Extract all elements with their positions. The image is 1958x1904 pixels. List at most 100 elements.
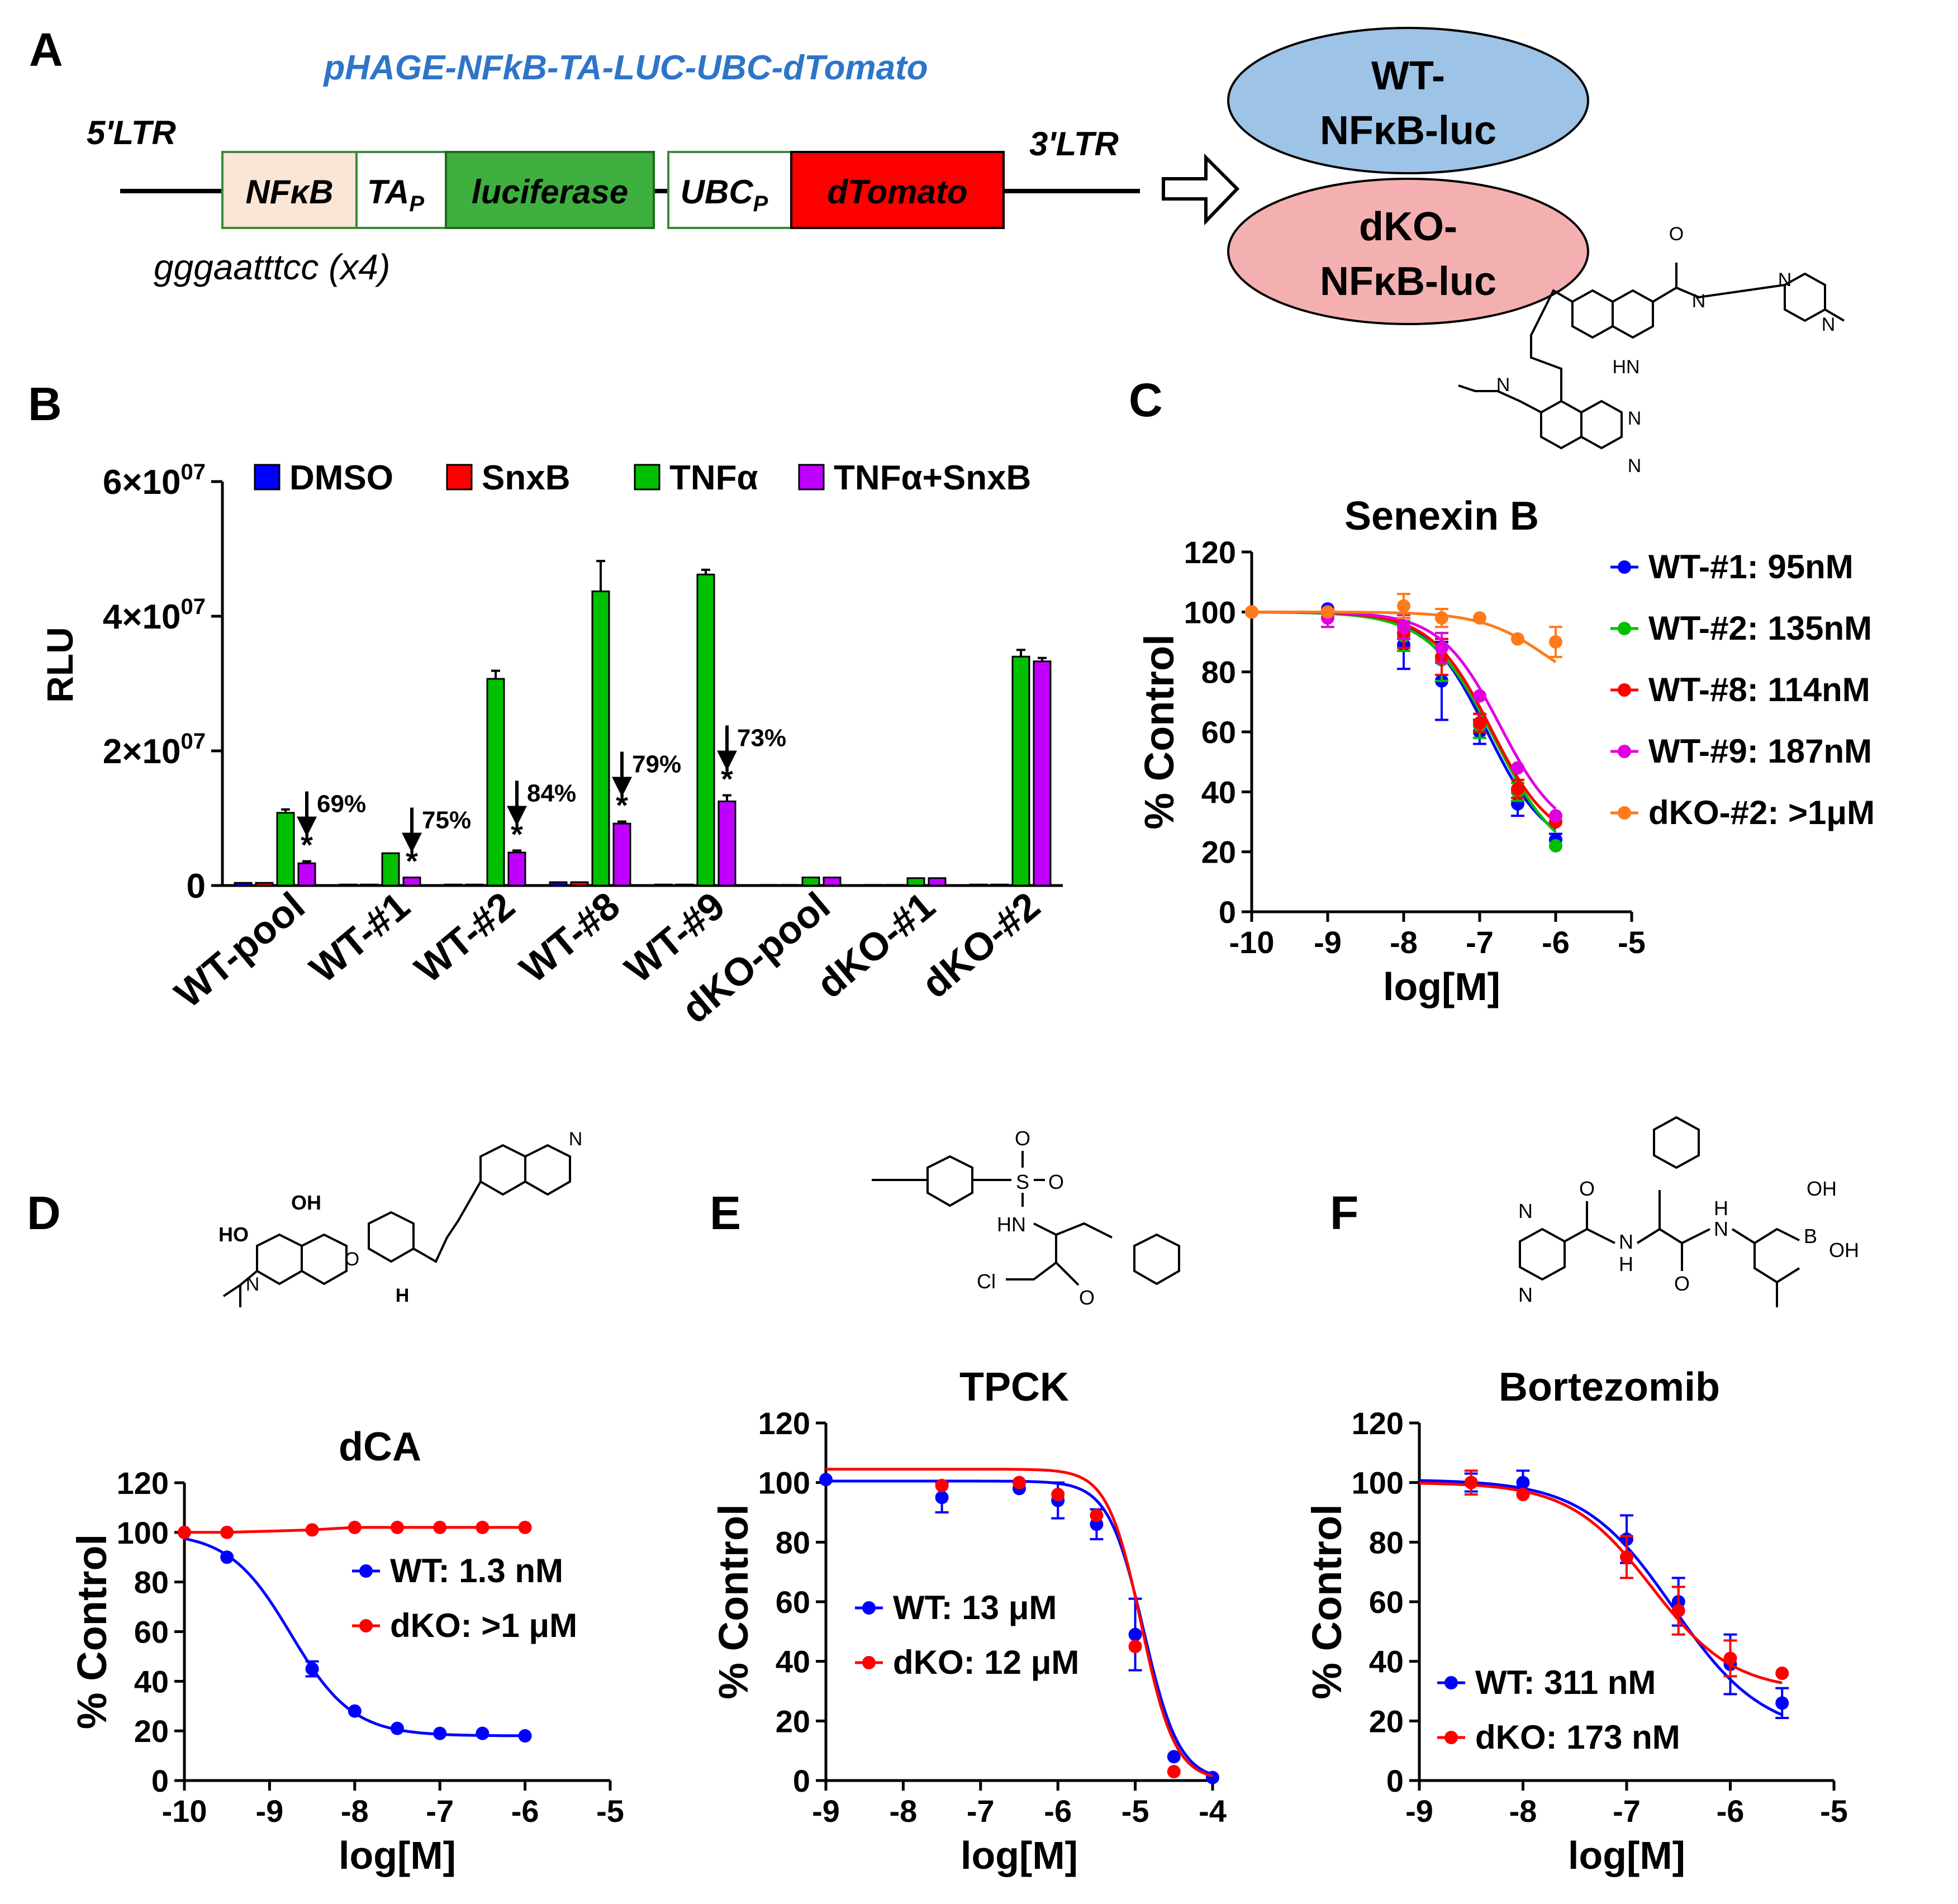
cc-legend-label: dKO-#2: >1μM [1648,794,1875,831]
cc-ytick-label: 40 [1201,774,1236,810]
cc-legend-marker [1618,745,1631,758]
ce-data-point [935,1479,949,1492]
dko-cell-ellipse [1227,178,1589,325]
b-bar [444,883,463,887]
cd-legend-marker [359,1619,373,1632]
ce-xtick-label: -9 [812,1793,840,1829]
cc-xtick-label: -6 [1542,925,1570,960]
b-bar [885,884,904,887]
cd-data-point [348,1704,362,1718]
cd-xtick-label: -7 [426,1793,454,1829]
repeat-seq: gggaatttcc (x4) [154,247,390,287]
struct-f-h2: H [1714,1197,1728,1220]
cf-legend-marker [1444,1731,1458,1744]
cc-data-point [1435,611,1448,625]
b-category-label: WT-#2 [407,884,523,991]
cd-data-point [476,1520,490,1534]
ce-data-point [935,1491,949,1505]
b-ytick-label: 4×1007 [103,594,206,636]
cf-legend-marker [1444,1676,1458,1689]
cc-data-point [1397,620,1410,634]
wt-cell-ellipse [1227,27,1589,174]
b-bar [402,877,421,887]
struct-e-s: S [1016,1170,1029,1193]
struct-c-n2: N [1778,269,1792,291]
cf-ytick-label: 60 [1369,1584,1404,1620]
ce-legend-marker [862,1601,876,1615]
b-pct-label: 75% [422,807,471,834]
cf-ytick-label: 100 [1352,1465,1404,1501]
struct-d-n: N [246,1274,260,1295]
b-bar [1011,655,1030,887]
panel-b: B 02×10074×10076×1007RLUWT-pool*69%WT-#1… [28,378,1063,1031]
b-y-axis-label: RLU [39,627,80,703]
b-star-label: * [511,816,523,851]
panel-d: D OH HO O H N N 0 20 40 60 80 100 120 -10 -9 -8 -7… [27,1129,624,1877]
cd-data-point [305,1523,319,1537]
struct-e-hn: HN [997,1213,1026,1236]
b-legend-label: SnxB [482,459,570,497]
ce-legend-label: WT: 13 μM [893,1589,1057,1626]
ce-xtick-label: -6 [1044,1793,1072,1829]
b-bar [823,877,842,887]
b-bar [928,877,947,887]
b-ytick-label: 0 [187,867,206,906]
cd-curve [184,1526,525,1534]
struct-f-o2: O [1674,1272,1690,1295]
cd-ytick-label: 40 [134,1664,169,1699]
cc-data-point [1473,611,1486,625]
b-bar [297,862,316,887]
nfkb-label: NFκB [245,173,333,211]
cd-data-point [305,1662,319,1676]
b-star-label: * [406,844,418,879]
cd-data-point [348,1520,362,1534]
b-bar [234,882,253,887]
b-bar [360,883,379,887]
b-ytick-label: 6×1007 [103,460,206,502]
panel-e: E O S O HN Cl O 0 20 40 60 80 100 120 -9 -8 -7 -6 -… [710,1127,1227,1877]
panel-c: C O N N N HN N N N 0 20 40 60 80 100 120 -10 -9 -… [1129,223,1875,1008]
cf-legend-label: dKO: 173 nM [1475,1719,1680,1756]
cc-data-point [1245,605,1258,619]
b-bar [675,883,694,887]
struct-f-b: B [1804,1225,1817,1248]
ce-data-point [1167,1765,1181,1778]
ce-ytick-label: 80 [776,1525,810,1560]
cd-data-point [518,1520,532,1534]
ce-ytick-label: 100 [758,1465,810,1501]
struct-e-cl: Cl [977,1270,996,1293]
cd-xtick-label: -10 [162,1793,207,1829]
struct-d-ho: HO [218,1223,249,1246]
ce-ytick-label: 0 [793,1763,810,1798]
ce-xtick-label: -7 [967,1793,995,1829]
construct-title: pHAGE-NFkB-TA-LUC-UBC-dTomato [322,49,928,87]
cf-xtick-label: -9 [1405,1793,1433,1829]
cc-data-point [1511,632,1524,646]
cf-xtick-label: -6 [1717,1793,1745,1829]
cd-xtick-label: -5 [596,1793,624,1829]
cf-curve [1419,1479,1783,1716]
cd-data-point [433,1520,447,1534]
cf-ytick-label: 40 [1369,1644,1404,1679]
cd-title: dCA [339,1425,421,1469]
panel-label-e: E [710,1187,741,1239]
b-bar [486,678,505,887]
b-bar [864,884,883,887]
ta-box [355,151,447,229]
ce-legend-marker [862,1656,876,1669]
ce-y-axis-label: % Control [710,1504,757,1699]
cf-legend-label: WT: 311 nM [1475,1664,1656,1701]
struct-f-n4: N [1518,1283,1533,1306]
wt-cell-line1: WT- [1371,54,1445,98]
dca-structure-icon [222,1144,571,1307]
ubc-label: UBCP [681,173,768,216]
cc-data-point [1511,782,1524,796]
cc-xtick-label: -7 [1466,925,1494,960]
b-ytick-label: 2×1007 [103,729,206,771]
ltr5-label: 5'LTR [87,114,176,151]
cd-data-point [391,1520,404,1534]
b-bar [990,883,1009,887]
cf-data-point [1671,1604,1685,1617]
cf-data-point [1723,1651,1737,1665]
luciferase-label: luciferase [472,173,628,211]
